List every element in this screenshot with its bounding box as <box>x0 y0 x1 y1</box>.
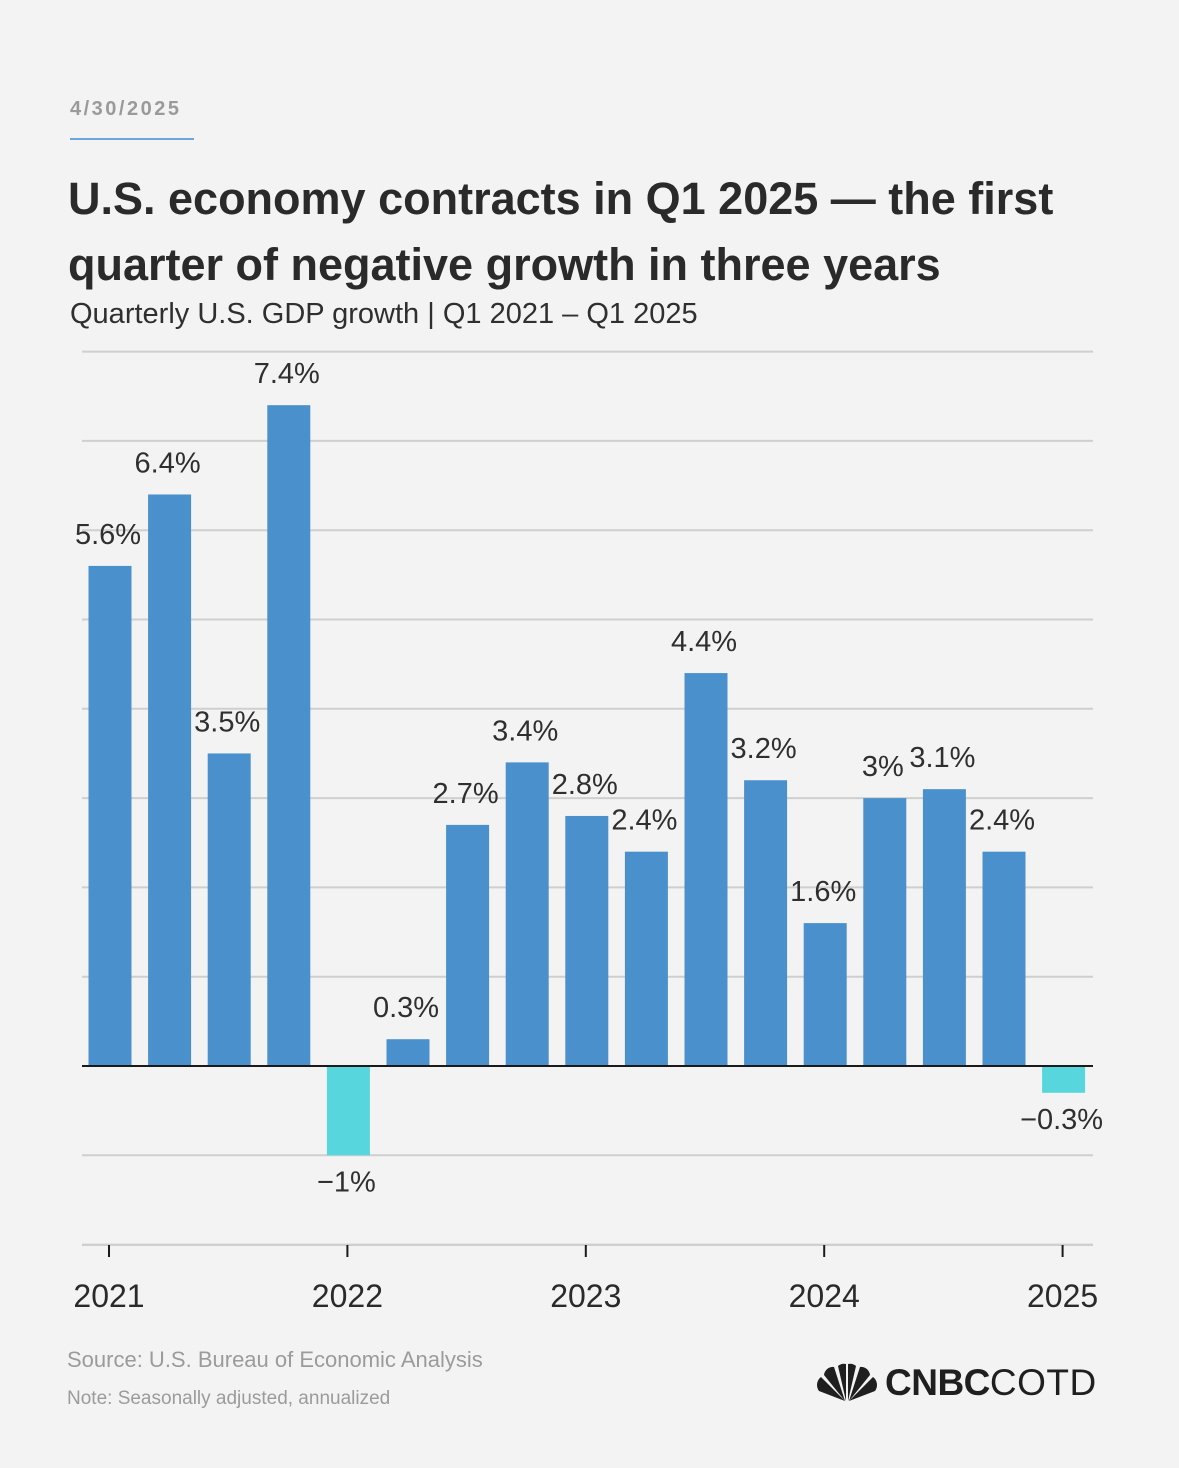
data-label: 2.4% <box>611 805 677 837</box>
data-label: 7.4% <box>254 358 320 390</box>
x-tick-label: 2022 <box>312 1278 383 1314</box>
bar-q1-2025 <box>1042 1066 1086 1093</box>
x-tick-label: 2024 <box>789 1278 860 1314</box>
date-underline <box>70 138 194 140</box>
peacock-icon <box>817 1363 877 1401</box>
bar-q2-2022 <box>386 1039 430 1066</box>
gdp-bar-chart: 2021 2022 2023 2024 2025 5.6% 6.4% 3.5% 7.4% −1%… <box>73 350 1103 1314</box>
data-label: 6.4% <box>135 447 201 479</box>
data-label: 3.5% <box>194 706 260 738</box>
bar-q3-2023 <box>684 673 728 1066</box>
bar-q2-2023 <box>624 851 668 1066</box>
data-label: 3.2% <box>731 733 797 765</box>
data-label: 4.4% <box>671 626 737 658</box>
chart-subtitle: Quarterly U.S. GDP growth | Q1 2021 – Q1… <box>70 298 698 330</box>
data-label: −1% <box>317 1166 376 1198</box>
bar-q2-2024 <box>863 798 907 1066</box>
cnbc-logo: CNBC COTD <box>815 1358 1097 1408</box>
bar-q3-2024 <box>922 789 966 1066</box>
footnote: Note: Seasonally adjusted, annualized <box>67 1388 391 1409</box>
chart-date: 4/30/2025 <box>70 98 182 120</box>
data-label: 3.1% <box>909 742 975 774</box>
bar-q4-2023 <box>744 780 788 1066</box>
data-label: 5.6% <box>75 519 141 551</box>
data-label: 2.7% <box>433 778 499 810</box>
x-tick-label: 2023 <box>550 1278 621 1314</box>
bar-q1-2024 <box>803 923 847 1066</box>
data-label: 0.3% <box>373 992 439 1024</box>
bar-q2-2021 <box>148 494 192 1067</box>
bar-q4-2024 <box>982 851 1026 1066</box>
data-label: −0.3% <box>1020 1104 1103 1136</box>
data-label: 2.4% <box>969 805 1035 837</box>
data-labels: 5.6% 6.4% 3.5% 7.4% −1% 0.3% 2.7% 3.4% 2.8% 2.4% 4… <box>75 358 1103 1198</box>
x-tick-label: 2025 <box>1027 1278 1098 1314</box>
bar-q3-2022 <box>446 824 490 1066</box>
bars <box>88 405 1086 1156</box>
chart-title: U.S. economy contracts in Q1 2025 — the … <box>68 173 1054 290</box>
x-tick-label: 2021 <box>73 1278 144 1314</box>
bar-q4-2022 <box>505 762 549 1066</box>
data-label: 2.8% <box>552 769 618 801</box>
data-label: 1.6% <box>790 876 856 908</box>
source-note: Source: U.S. Bureau of Economic Analysis <box>67 1347 483 1372</box>
logo-wordmark-bold: CNBC <box>885 1362 990 1403</box>
logo-wordmark-light: COTD <box>989 1362 1097 1403</box>
bar-q1-2021 <box>88 565 132 1066</box>
bar-q1-2023 <box>565 815 609 1066</box>
bar-q4-2021 <box>267 405 311 1066</box>
data-label: 3% <box>862 751 904 783</box>
bar-q3-2021 <box>207 753 251 1066</box>
data-label: 3.4% <box>492 715 558 747</box>
bar-q1-2022 <box>326 1066 370 1156</box>
x-axis: 2021 2022 2023 2024 2025 <box>73 1065 1098 1314</box>
